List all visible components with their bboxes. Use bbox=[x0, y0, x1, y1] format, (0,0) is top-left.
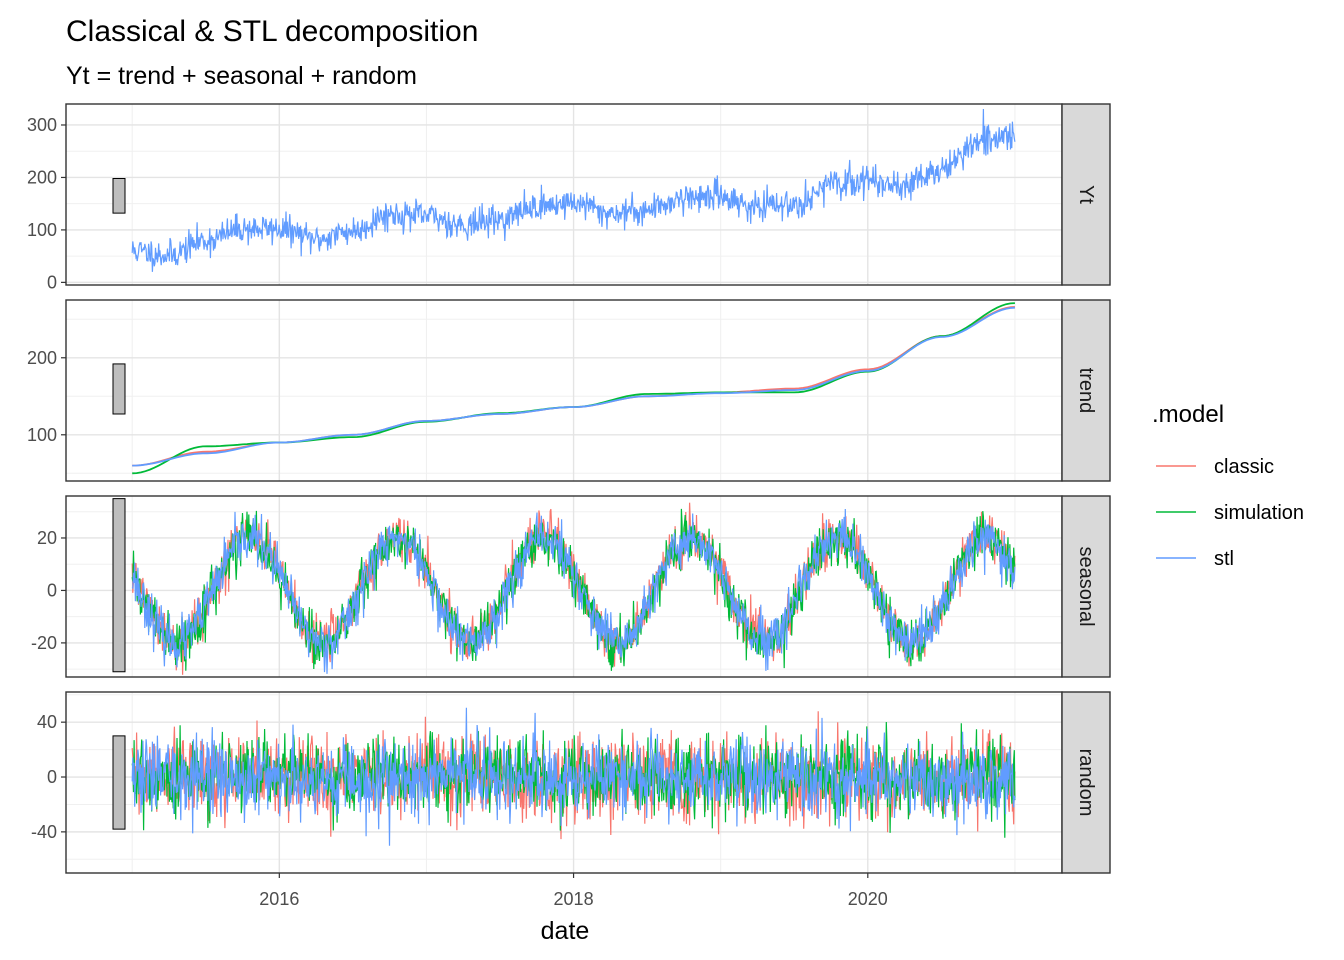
y-tick-label: 100 bbox=[27, 220, 57, 240]
series-group bbox=[131, 502, 1016, 675]
y-tick-label: 200 bbox=[27, 167, 57, 187]
panel-trend: 100 200 trend bbox=[27, 299, 1111, 482]
panel-background bbox=[66, 300, 1062, 481]
legend-title: .model bbox=[1152, 401, 1224, 428]
x-tick-label: 2018 bbox=[554, 889, 594, 909]
x-tick-label: 2016 bbox=[259, 889, 299, 909]
y-tick-label: -20 bbox=[31, 633, 57, 653]
range-bar bbox=[112, 177, 126, 214]
series-group bbox=[131, 108, 1016, 272]
y-tick-label: 100 bbox=[27, 425, 57, 445]
y-tick-label: 0 bbox=[47, 767, 57, 787]
facet-strip bbox=[1061, 299, 1111, 482]
range-bar bbox=[112, 498, 126, 673]
x-tick-label: 2020 bbox=[848, 889, 888, 909]
legend-label-stl: stl bbox=[1214, 548, 1234, 570]
panel-Yt: 0 100 200 300 Yt bbox=[27, 103, 1111, 292]
series-line-stl bbox=[131, 508, 1016, 674]
facet-strip bbox=[1061, 495, 1111, 678]
panel-random: -40 0 40 random bbox=[31, 691, 1111, 874]
y-tick-label: 40 bbox=[37, 712, 57, 732]
y-tick-label: 20 bbox=[37, 528, 57, 548]
series-line-stl bbox=[131, 108, 1016, 272]
facet-strip-label: random bbox=[1075, 749, 1097, 817]
range-bar bbox=[112, 363, 126, 415]
y-tick-label: 200 bbox=[27, 348, 57, 368]
facet-strip bbox=[1061, 103, 1111, 286]
series-group bbox=[132, 302, 1015, 475]
x-axis: 2016 2018 2020 bbox=[259, 873, 888, 909]
legend: .model classic simulation stl bbox=[1152, 401, 1304, 570]
facet-strip-label: trend bbox=[1075, 368, 1097, 414]
chart-title: Classical & STL decomposition bbox=[66, 15, 478, 48]
y-tick-label: -40 bbox=[31, 822, 57, 842]
facet-panels: 0 100 200 300 Yt 100 200 trend -20 0 20 seasonal -40… bbox=[27, 103, 1111, 874]
range-bar bbox=[112, 735, 126, 830]
series-line-stl bbox=[131, 707, 1016, 846]
y-tick-label: 300 bbox=[27, 115, 57, 135]
facet-strip-label: seasonal bbox=[1075, 546, 1097, 626]
facet-strip-label: Yt bbox=[1075, 185, 1097, 204]
legend-label-classic: classic bbox=[1214, 456, 1274, 478]
y-tick-label: 0 bbox=[47, 272, 57, 292]
chart-subtitle: Yt = trend + seasonal + random bbox=[66, 62, 417, 90]
series-line-stl bbox=[132, 306, 1015, 467]
facet-strip bbox=[1061, 691, 1111, 874]
x-axis-label: date bbox=[541, 917, 590, 945]
panel-seasonal: -20 0 20 seasonal bbox=[31, 495, 1111, 678]
y-tick-label: 0 bbox=[47, 580, 57, 600]
legend-label-simulation: simulation bbox=[1214, 502, 1304, 524]
series-group bbox=[131, 707, 1016, 846]
